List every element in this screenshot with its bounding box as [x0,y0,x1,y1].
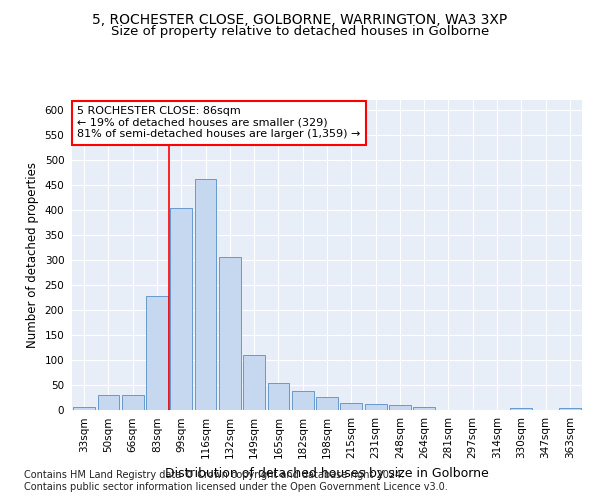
Y-axis label: Number of detached properties: Number of detached properties [26,162,39,348]
Bar [413,406,435,410]
Text: 5, ROCHESTER CLOSE, GOLBORNE, WARRINGTON, WA3 3XP: 5, ROCHESTER CLOSE, GOLBORNE, WARRINGTON… [92,12,508,26]
Bar [243,355,265,410]
Bar [389,405,411,410]
Text: Contains HM Land Registry data © Crown copyright and database right 2024.: Contains HM Land Registry data © Crown c… [24,470,404,480]
Text: Size of property relative to detached houses in Golborne: Size of property relative to detached ho… [111,25,489,38]
Bar [268,383,289,410]
Bar [365,404,386,410]
Bar [219,257,241,410]
Text: Contains public sector information licensed under the Open Government Licence v3: Contains public sector information licen… [24,482,448,492]
Bar [316,397,338,410]
X-axis label: Distribution of detached houses by size in Golborne: Distribution of detached houses by size … [165,466,489,479]
Text: 5 ROCHESTER CLOSE: 86sqm
← 19% of detached houses are smaller (329)
81% of semi-: 5 ROCHESTER CLOSE: 86sqm ← 19% of detach… [77,106,361,140]
Bar [511,408,532,410]
Bar [194,178,217,410]
Bar [559,408,581,410]
Bar [73,406,95,410]
Bar [146,296,168,410]
Bar [292,390,314,410]
Bar [122,395,143,410]
Bar [170,208,192,410]
Bar [340,403,362,410]
Bar [97,395,119,410]
